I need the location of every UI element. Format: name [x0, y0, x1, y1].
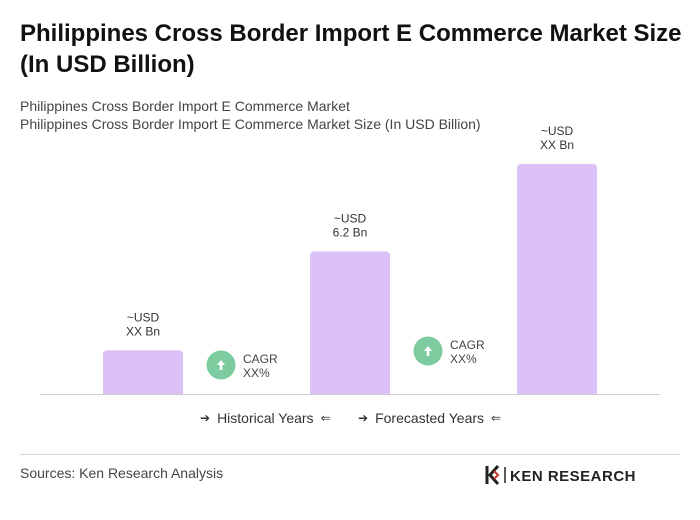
footer-divider	[20, 454, 680, 455]
up-arrow-glyph	[217, 360, 225, 370]
legend-historical-years: ➔ Historical Years ⇐	[200, 409, 331, 427]
ken-logo-mark-icon	[485, 465, 500, 485]
bar-2	[310, 251, 390, 394]
arrow-right-icon: ➔	[358, 411, 369, 425]
ken-research-logo[interactable]: KEN RESEARCH	[484, 462, 664, 488]
bar-2-label-line-2: 6.2 Bn	[333, 225, 368, 239]
bar-1	[103, 350, 183, 394]
chart-subtitle-1: Philippines Cross Border Import E Commer…	[20, 98, 350, 114]
bar-2-base	[310, 389, 390, 394]
chart-subtitle-2: Philippines Cross Border Import E Commer…	[20, 116, 481, 132]
logo-text: KEN RESEARCH	[510, 468, 636, 485]
legend-forecast-label: Forecasted Years	[375, 410, 485, 426]
arrow-left-icon: ⇐	[320, 411, 331, 425]
cagr-label-2-line-1: CAGR	[450, 338, 485, 352]
legend-forecasted-years: ➔ Forecasted Years ⇐	[358, 409, 501, 427]
sources-note: Sources: Ken Research Analysis	[20, 465, 224, 481]
bars-layer	[103, 164, 597, 394]
cagr-label-2-line-2: XX%	[450, 352, 477, 366]
bar-3-label-line-2: XX Bn	[540, 138, 574, 152]
up-arrow-glyph	[424, 346, 432, 356]
legend-historical-label: Historical Years	[217, 410, 314, 426]
arrow-right-icon: ➔	[200, 411, 211, 425]
bar-1-base	[103, 389, 183, 394]
bar-2-label-line-1: ~USD	[334, 211, 367, 225]
bar-3-label-line-1: ~USD	[541, 124, 574, 138]
bar-1-label-line-1: ~USD	[127, 310, 160, 324]
chart-title: Philippines Cross Border Import E Commer…	[20, 20, 682, 78]
bar-1-label-line-2: XX Bn	[126, 324, 160, 338]
bar-3	[517, 164, 597, 394]
bar-3-base	[517, 389, 597, 394]
arrow-left-icon: ⇐	[491, 411, 502, 425]
cagr-label-1-line-1: CAGR	[243, 352, 278, 366]
cagr-label-1-line-2: XX%	[243, 366, 270, 380]
